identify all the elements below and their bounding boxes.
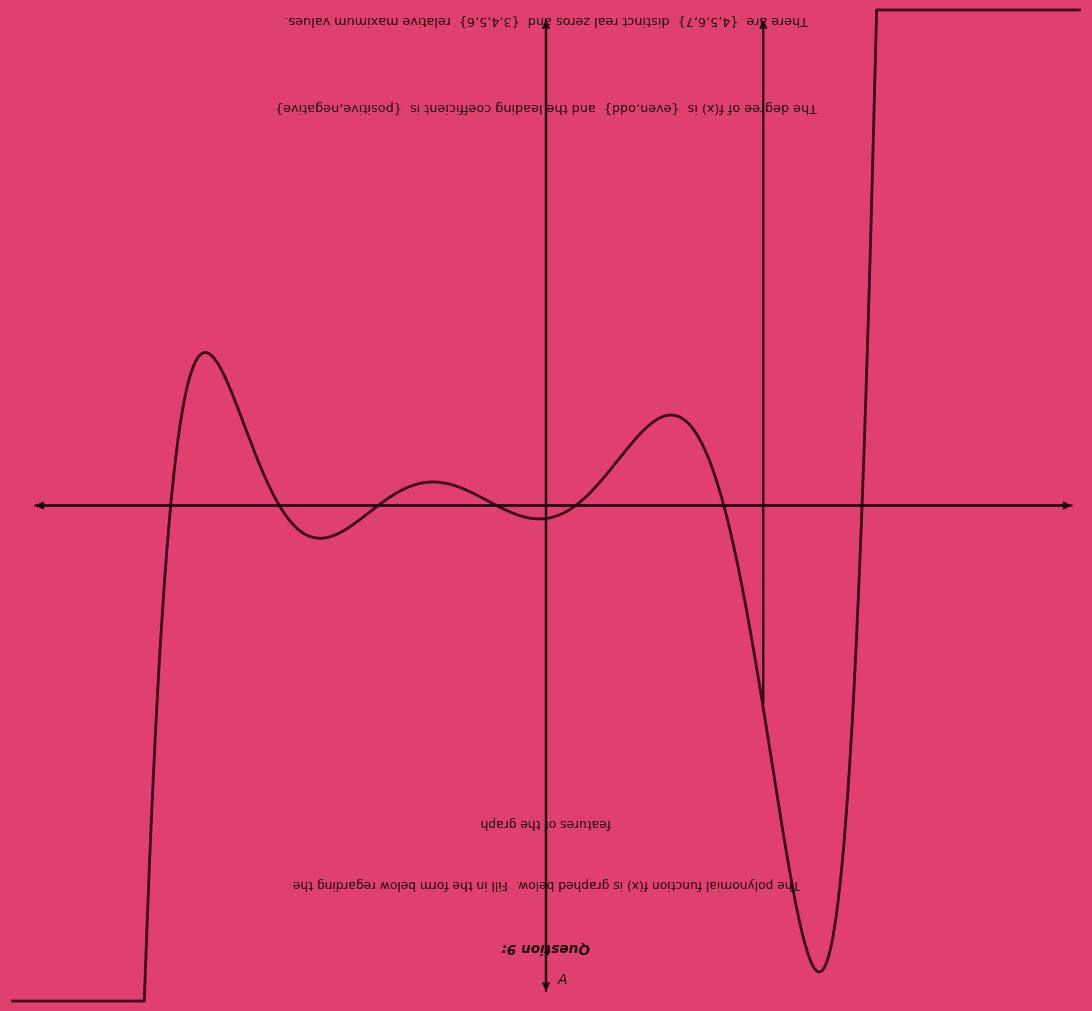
- Text: A: A: [558, 973, 568, 987]
- Text: features of the graph: features of the graph: [480, 816, 612, 829]
- Text: The degree of f(x) is  {even,odd}  and the leading coefficient is  {positive,neg: The degree of f(x) is {even,odd} and the…: [275, 100, 817, 113]
- Text: Question 9:: Question 9:: [501, 940, 591, 954]
- Text: The polynomial function f(x) is graphed below.  Fill in the form below regarding: The polynomial function f(x) is graphed …: [293, 877, 799, 890]
- Text: There are  {4,5,6,7}  distinct real zeros and  {3,4,5,6}  relative maximum value: There are {4,5,6,7} distinct real zeros …: [284, 13, 808, 26]
